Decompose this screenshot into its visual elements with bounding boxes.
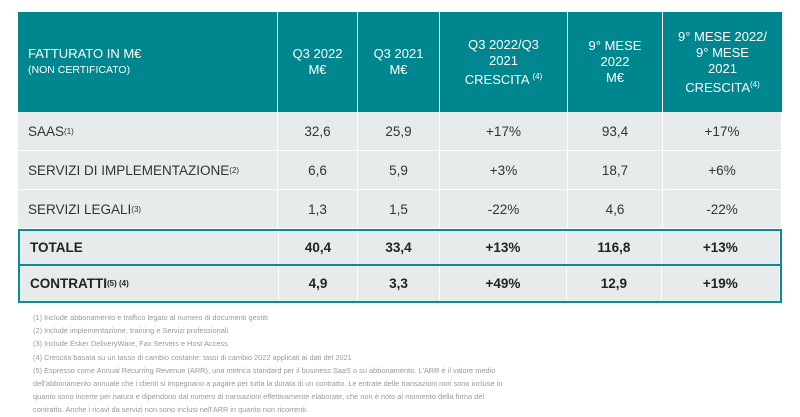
table-cell: -22% — [663, 190, 782, 228]
header-line: 2021 — [489, 52, 518, 68]
revenue-table: FATTURATO IN M€ (NON CERTIFICATO) Q3 202… — [18, 12, 782, 303]
row-label: CONTRATTI (5) (4) — [20, 266, 279, 301]
table-cell: 1,3 — [278, 190, 358, 228]
row-label-text: SERVIZI LEGALI — [28, 201, 132, 217]
header-line: Q3 2021 — [373, 46, 424, 61]
footnote: (5) Espresso come Annual Recurring Reven… — [33, 365, 503, 415]
header-line: 2022 — [600, 54, 630, 69]
row-label-text: CONTRATTI — [30, 276, 107, 291]
table-row: SERVIZI DI IMPLEMENTAZIONE (2) 6,6 5,9 +3% 18… — [18, 151, 782, 190]
table-cell: +13% — [662, 231, 781, 264]
table-cell: +19% — [662, 266, 781, 301]
table-cell: 1,5 — [358, 190, 440, 228]
table-header: FATTURATO IN M€ (NON CERTIFICATO) Q3 202… — [18, 12, 782, 112]
table-cell: 33,4 — [358, 231, 440, 264]
footnote-ref: (4) — [749, 79, 760, 89]
table-cell: 6,6 — [278, 151, 358, 189]
header-line: Q3 2022 — [292, 46, 343, 61]
footnote-ref: (5) (4) — [107, 279, 129, 288]
header-9m-2022: 9° MESE 2022 M€ — [568, 12, 663, 112]
table-cell: 4,6 — [568, 190, 663, 228]
header-q3-2021: Q3 2021 M€ — [358, 12, 440, 112]
footnote-ref: (1) — [64, 126, 74, 136]
row-label: SERVIZI DI IMPLEMENTAZIONE (2) — [18, 151, 278, 189]
header-line: M€ — [308, 62, 327, 77]
table-row: SERVIZI LEGALI (3) 1,3 1,5 -22% 4,6 -22% — [18, 190, 782, 229]
footnote: (3) Include Esker DeliveryWare, Fax Serv… — [33, 339, 228, 349]
table-cell: 32,6 — [278, 112, 358, 150]
header-line: M€ — [389, 62, 408, 77]
header-line: 9° MESE — [696, 44, 749, 60]
row-label-text: SERVIZI DI IMPLEMENTAZIONE — [28, 162, 230, 178]
footnote-ref: (4) — [532, 71, 543, 81]
footnote-ref: (3) — [131, 204, 142, 214]
row-label: SAAS (1) — [18, 112, 278, 150]
header-9m-growth: 9° MESE 2022/9° MESE 2021 CRESCITA(4) — [663, 12, 782, 112]
header-line: M€ — [605, 70, 625, 85]
table-cell: 4,9 — [279, 266, 359, 301]
header-label: FATTURATO IN M€ (NON CERTIFICATO) — [18, 12, 278, 112]
footnote-ref: (2) — [229, 165, 240, 175]
table-cell: 3,3 — [358, 266, 440, 301]
footnote: (4) Crescita basata su un tasso di cambi… — [33, 352, 352, 362]
table-cell: +17% — [663, 112, 782, 150]
row-label-text: TOTALE — [30, 240, 83, 255]
row-label: SERVIZI LEGALI (3) — [18, 190, 278, 228]
footnote: (1) Include abbonamento e traffico legat… — [33, 313, 268, 322]
header-line: 9° MESE 2022/ — [677, 28, 768, 44]
table-cell: +6% — [663, 151, 782, 189]
header-line: 2021 — [708, 60, 737, 76]
header-line: CRESCITA — [685, 79, 750, 95]
table-cell: +3% — [440, 151, 568, 189]
table-cell: 40,4 — [279, 231, 359, 264]
footnote: (2) Include implementazione, training e … — [33, 326, 229, 336]
header-line: CRESCITA — [464, 71, 529, 87]
table-cell: +49% — [440, 266, 568, 301]
table-row: CONTRATTI (5) (4) 4,9 3,3 +49% 12,9 +19% — [18, 266, 782, 303]
table-row: SAAS (1) 32,6 25,9 +17% 93,4 +17% — [18, 112, 782, 151]
header-title: FATTURATO IN M€ — [28, 46, 142, 61]
table-cell: 93,4 — [568, 112, 663, 150]
table-cell: 116,8 — [567, 231, 662, 264]
header-q3-growth: Q3 2022/Q3 2021 CRESCITA (4) — [440, 12, 568, 112]
header-subtitle: (NON CERTIFICATO) — [28, 64, 131, 76]
header-line: 9° MESE — [588, 38, 642, 53]
table-cell: -22% — [440, 190, 568, 228]
footnotes: (1) Include abbonamento e traffico legat… — [33, 311, 503, 417]
table-row: TOTALE 40,4 33,4 +13% 116,8 +13% — [18, 229, 782, 266]
row-label: TOTALE — [20, 231, 279, 264]
table-cell: 5,9 — [358, 151, 440, 189]
table-cell: 25,9 — [358, 112, 440, 150]
table-cell: +17% — [440, 112, 568, 150]
header-q3-2022: Q3 2022 M€ — [278, 12, 358, 112]
table-cell: 12,9 — [567, 266, 662, 301]
row-label-text: SAAS — [28, 123, 65, 139]
table-cell: 18,7 — [568, 151, 663, 189]
table-cell: +13% — [440, 231, 568, 264]
header-line: Q3 2022/Q3 — [468, 36, 539, 52]
